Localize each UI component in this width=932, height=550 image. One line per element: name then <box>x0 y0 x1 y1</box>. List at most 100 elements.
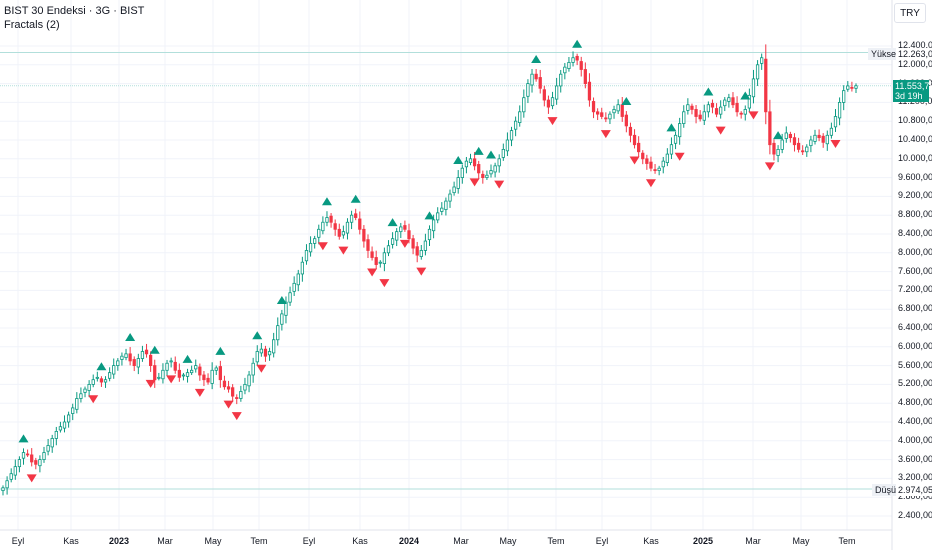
candle <box>542 85 546 107</box>
candle-body <box>337 228 341 237</box>
candle <box>637 136 641 157</box>
candle <box>120 352 124 366</box>
candle-body <box>214 367 218 371</box>
candle-body <box>46 445 50 452</box>
candle-body <box>79 393 83 399</box>
candle <box>62 415 67 433</box>
candle-body <box>706 104 710 113</box>
candle <box>9 468 13 483</box>
candle-body <box>440 207 444 212</box>
candle-body <box>485 174 489 178</box>
candle-body <box>854 85 858 89</box>
candle-body <box>144 349 149 355</box>
candle-body <box>222 380 227 388</box>
fractal-down-marker <box>600 130 611 139</box>
candle-body <box>251 362 255 376</box>
candle-body <box>460 167 464 178</box>
indicator-label[interactable]: Fractals (2) <box>4 19 60 31</box>
candles <box>1 44 858 496</box>
candle-body <box>304 250 309 262</box>
price-tick-label: 5.200,00 <box>898 378 932 389</box>
candle-body <box>620 104 624 117</box>
candle-body <box>788 133 793 139</box>
candle-body <box>456 177 460 189</box>
candle-body <box>727 97 731 102</box>
candle <box>501 143 505 161</box>
candle <box>702 104 706 126</box>
currency-button[interactable]: TRY <box>894 3 926 23</box>
candle <box>829 122 834 139</box>
candle <box>710 99 715 114</box>
candle <box>95 371 99 382</box>
fractal-down-marker <box>645 179 656 188</box>
candle <box>854 83 858 94</box>
fractal-up-marker <box>125 333 136 342</box>
candle-body <box>518 111 522 124</box>
candle-body <box>9 473 13 480</box>
candle <box>251 357 255 383</box>
candle <box>846 81 850 92</box>
candle <box>288 286 292 306</box>
fractal-up-marker <box>96 362 107 371</box>
candle-body <box>354 213 358 218</box>
candle <box>50 434 54 453</box>
candle <box>267 347 272 361</box>
candle <box>132 356 136 372</box>
candle <box>144 343 149 358</box>
fractal-down-marker <box>88 395 99 404</box>
candle <box>698 110 702 122</box>
fractal-up-marker <box>350 194 361 203</box>
candle-body <box>489 170 493 175</box>
candle <box>579 56 583 77</box>
price-tick-label: 10.000,00 <box>898 152 932 163</box>
time-tick-label: Kas <box>643 536 659 546</box>
candle-body <box>280 313 284 325</box>
candle-body <box>768 111 772 146</box>
candle-body <box>112 365 116 375</box>
candle <box>686 98 690 115</box>
fractal-down-marker <box>256 364 267 373</box>
candle-body <box>702 111 706 121</box>
candle-body <box>546 99 551 108</box>
fractal-up-marker <box>387 218 398 227</box>
candle <box>5 476 9 495</box>
candle <box>489 164 493 178</box>
time-tick-label: Eyl <box>11 536 25 546</box>
candle <box>99 376 104 387</box>
candle-body <box>132 359 136 366</box>
candle <box>509 126 514 147</box>
candle-body <box>801 150 805 153</box>
grid-lines <box>0 0 892 530</box>
fractal-down-marker <box>399 239 410 248</box>
candle <box>42 446 46 463</box>
fractal-up-marker <box>666 123 677 132</box>
candle-body <box>616 104 620 112</box>
fractal-down-marker <box>494 180 505 189</box>
candle-body <box>177 369 181 378</box>
candle <box>284 296 288 324</box>
candle-body <box>637 142 641 153</box>
candle-body <box>366 239 370 251</box>
candle <box>341 225 346 239</box>
candle <box>280 309 284 331</box>
candle-body <box>747 94 752 109</box>
fractal-up-marker <box>453 156 464 165</box>
candle <box>66 411 71 428</box>
candle <box>427 225 432 246</box>
price-tick-label: 4.000,00 <box>898 434 932 445</box>
candle <box>739 111 743 119</box>
price-tick-label: 6.400,00 <box>898 322 932 332</box>
candle-body <box>54 430 58 439</box>
candle-body <box>612 109 616 114</box>
candle-body <box>62 421 67 429</box>
candle <box>792 133 797 152</box>
candle <box>329 213 333 228</box>
fractal-down-marker <box>674 152 685 161</box>
candle-body <box>780 139 784 150</box>
candle-body <box>169 360 173 363</box>
candle <box>345 218 350 240</box>
candle <box>386 240 391 257</box>
time-tick-label: Tem <box>547 536 565 546</box>
candle-body <box>17 459 22 468</box>
